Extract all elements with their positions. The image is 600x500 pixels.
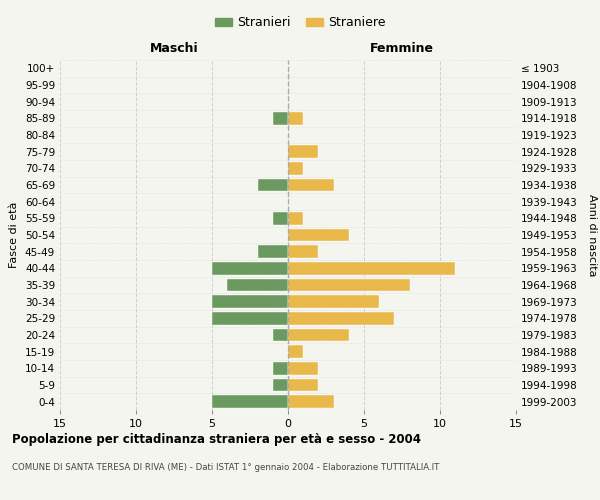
Bar — [227, 279, 288, 291]
Bar — [288, 329, 349, 341]
Bar — [288, 146, 319, 158]
Bar — [288, 296, 379, 308]
Bar — [212, 396, 288, 408]
Bar — [212, 312, 288, 324]
Bar — [288, 112, 303, 124]
Bar — [273, 112, 288, 124]
Bar — [288, 279, 410, 291]
Bar — [288, 346, 303, 358]
Y-axis label: Anni di nascita: Anni di nascita — [587, 194, 597, 276]
Bar — [273, 379, 288, 391]
Bar — [288, 396, 334, 408]
Bar — [288, 212, 303, 224]
Bar — [273, 212, 288, 224]
Bar — [212, 296, 288, 308]
Bar — [288, 179, 334, 192]
Text: COMUNE DI SANTA TERESA DI RIVA (ME) - Dati ISTAT 1° gennaio 2004 - Elaborazione : COMUNE DI SANTA TERESA DI RIVA (ME) - Da… — [12, 462, 439, 471]
Text: Popolazione per cittadinanza straniera per età e sesso - 2004: Popolazione per cittadinanza straniera p… — [12, 432, 421, 446]
Bar — [288, 162, 303, 174]
Bar — [288, 362, 319, 374]
Bar — [288, 312, 394, 324]
Bar — [212, 262, 288, 274]
Text: Femmine: Femmine — [370, 42, 434, 55]
Legend: Stranieri, Straniere: Stranieri, Straniere — [209, 11, 391, 34]
Bar — [273, 329, 288, 341]
Text: Maschi: Maschi — [149, 42, 199, 55]
Bar — [257, 246, 288, 258]
Bar — [288, 262, 455, 274]
Y-axis label: Fasce di età: Fasce di età — [10, 202, 19, 268]
Bar — [273, 362, 288, 374]
Bar — [288, 246, 319, 258]
Bar — [288, 379, 319, 391]
Bar — [288, 229, 349, 241]
Bar — [257, 179, 288, 192]
